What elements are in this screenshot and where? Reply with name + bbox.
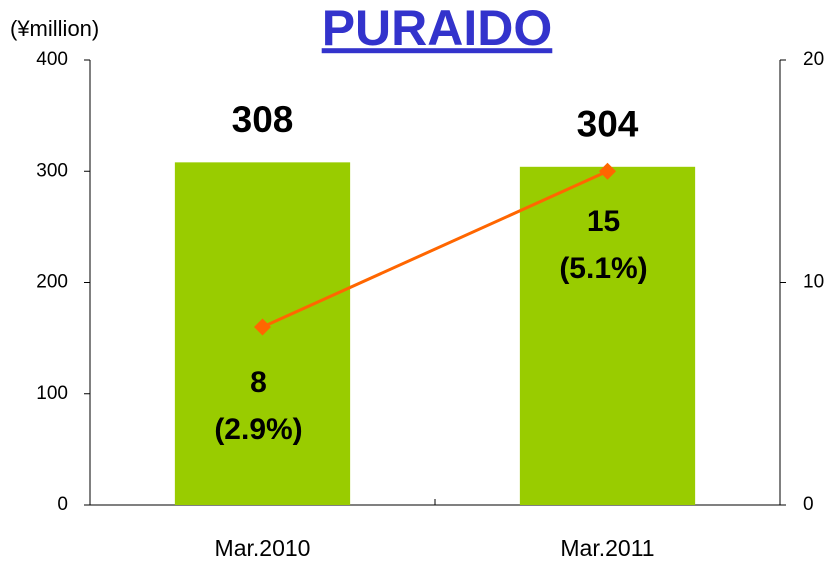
line-value-label: 15 xyxy=(587,205,620,238)
x-tick-label: Mar.2010 xyxy=(215,535,311,561)
y2-tick-label: 0 xyxy=(803,494,814,515)
bar xyxy=(519,166,696,506)
y-tick-label: 400 xyxy=(36,49,68,70)
y-axis-label: (¥million) xyxy=(10,16,99,41)
y-tick-label: 0 xyxy=(57,494,68,515)
y2-tick-label: 20 xyxy=(803,49,824,70)
line-marker xyxy=(599,162,616,180)
annotation: (5.1%) xyxy=(559,252,647,285)
y-tick-label: 200 xyxy=(36,272,68,293)
y-tick-label: 300 xyxy=(36,160,68,181)
annotation: (2.9%) xyxy=(214,413,302,446)
bar-value-label: 308 xyxy=(232,99,294,140)
bar-value-label: 304 xyxy=(577,104,639,145)
x-tick-label: Mar.2011 xyxy=(560,535,654,561)
chart-title: PURAIDO xyxy=(322,0,553,56)
line-marker xyxy=(254,318,271,336)
line xyxy=(261,169,609,329)
y2-tick-label: 10 xyxy=(803,272,824,293)
line-value-label: 8 xyxy=(250,366,267,399)
y-tick-label: 100 xyxy=(36,383,68,404)
